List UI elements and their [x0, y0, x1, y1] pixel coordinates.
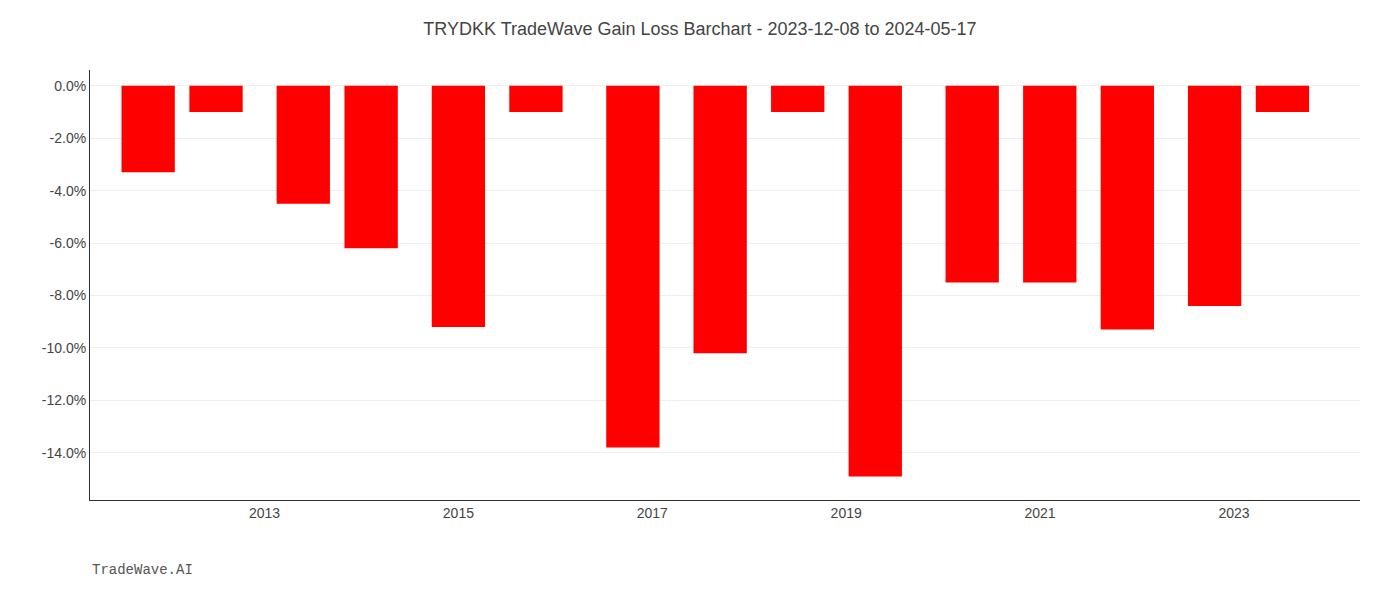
svg-text:2019: 2019 — [831, 505, 862, 521]
svg-text:-12.0%: -12.0% — [42, 392, 86, 408]
svg-text:-2.0%: -2.0% — [50, 130, 87, 146]
svg-text:TRYDKK TradeWave Gain Loss Bar: TRYDKK TradeWave Gain Loss Barchart - 20… — [423, 19, 976, 39]
svg-text:-6.0%: -6.0% — [50, 235, 87, 251]
svg-text:TradeWave.AI: TradeWave.AI — [92, 562, 193, 578]
svg-text:-4.0%: -4.0% — [50, 183, 87, 199]
svg-text:0.0%: 0.0% — [54, 78, 86, 94]
svg-text:2013: 2013 — [249, 505, 280, 521]
svg-text:-10.0%: -10.0% — [42, 340, 86, 356]
svg-text:-8.0%: -8.0% — [50, 287, 87, 303]
svg-text:2021: 2021 — [1025, 505, 1056, 521]
svg-text:2017: 2017 — [637, 505, 668, 521]
svg-text:2023: 2023 — [1218, 505, 1249, 521]
svg-text:2015: 2015 — [443, 505, 474, 521]
svg-text:-14.0%: -14.0% — [42, 445, 86, 461]
